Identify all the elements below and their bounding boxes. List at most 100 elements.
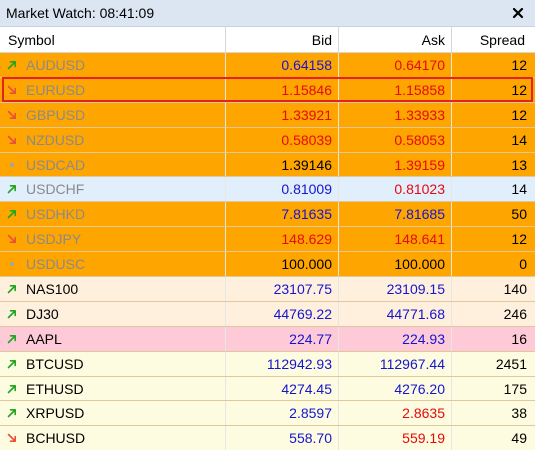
table-row-usdcad[interactable]: USDCAD 1.39146 1.39159 13 <box>0 152 535 178</box>
ask-cell: 0.58053 <box>339 127 452 152</box>
symbol-name: XRPUSD <box>26 405 85 422</box>
spread-cell: 175 <box>503 380 527 397</box>
window-title: Market Watch: 08:41:09 <box>6 5 155 21</box>
table-row-usdhkd[interactable]: USDHKD 7.81635 7.81685 50 <box>0 202 535 228</box>
symbol-name: EURUSD <box>26 81 86 98</box>
column-header-ask[interactable]: Ask <box>339 27 452 52</box>
symbol-cell: NZDUSD <box>0 127 226 152</box>
bid-cell: 23107.75 <box>226 277 339 301</box>
symbol-table-body: AUDUSD 0.64158 0.64170 12 EURUSD 1.15846 1.158… <box>0 53 535 450</box>
ask-cell: 1.33933 <box>339 102 452 127</box>
bid-cell: 558.70 <box>226 426 339 450</box>
symbol-name: USDUSC <box>26 256 86 273</box>
symbol-cell: USDCAD <box>0 152 226 177</box>
spread-cell: 140 <box>503 280 527 297</box>
column-header-spread[interactable]: Spread <box>479 31 525 48</box>
bid-cell: 1.33921 <box>226 102 339 127</box>
title-bar: Market Watch: 08:41:09 <box>0 0 535 27</box>
table-row-usdchf[interactable]: USDCHF 0.81009 0.81023 14 <box>0 177 535 203</box>
ask-cell: 224.93 <box>339 326 452 351</box>
table-row-nas100[interactable]: NAS100 23107.75 23109.15 140 <box>0 277 535 302</box>
symbol-name: BCHUSD <box>26 430 86 447</box>
table-row-gbpusd[interactable]: GBPUSD 1.33921 1.33933 12 <box>0 102 535 128</box>
close-button[interactable] <box>509 4 527 22</box>
column-header-bid[interactable]: Bid <box>226 27 339 52</box>
table-row-usdjpy[interactable]: USDJPY 148.629 148.641 12 <box>0 227 535 253</box>
bid-cell: 4274.45 <box>226 376 339 401</box>
spread-cell: 12 <box>511 56 527 73</box>
bid-cell: 100.000 <box>226 252 339 277</box>
bid-cell: 0.81009 <box>226 177 339 202</box>
bid-cell: 224.77 <box>226 326 339 351</box>
bid-cell: 112942.93 <box>226 351 339 376</box>
symbol-name: GBPUSD <box>26 106 86 123</box>
trend-neutral-dot-icon <box>6 159 18 171</box>
symbol-cell: NAS100 <box>0 277 226 301</box>
trend-up-arrow-icon <box>6 358 18 370</box>
table-row-usdusc[interactable]: USDUSC 100.000 100.000 0 <box>0 252 535 278</box>
symbol-cell: USDCHF <box>0 177 226 202</box>
spread-cell: 0 <box>519 256 527 273</box>
spread-cell: 50 <box>511 206 527 223</box>
table-row-btcusd[interactable]: BTCUSD 112942.93 112967.44 2451 <box>0 351 535 377</box>
spread-cell: 12 <box>511 81 527 98</box>
bid-cell: 44769.22 <box>226 301 339 326</box>
table-row-eurusd[interactable]: EURUSD 1.15846 1.15858 12 <box>0 76 535 103</box>
ask-cell: 1.39159 <box>339 152 452 177</box>
column-header-symbol[interactable]: Symbol <box>0 27 226 52</box>
symbol-cell: USDHKD <box>0 202 226 227</box>
spread-cell: 12 <box>511 106 527 123</box>
symbol-cell: USDJPY <box>0 227 226 252</box>
spread-cell: 16 <box>511 330 527 347</box>
trend-up-arrow-icon <box>6 383 18 395</box>
spread-cell: 49 <box>511 430 527 447</box>
ask-cell: 1.15858 <box>339 77 452 102</box>
symbol-name: NZDUSD <box>26 131 85 148</box>
ask-cell: 4276.20 <box>339 376 452 401</box>
trend-down-arrow-icon <box>6 134 18 146</box>
spread-cell: 14 <box>511 181 527 198</box>
ask-cell: 148.641 <box>339 227 452 252</box>
trend-down-arrow-icon <box>6 432 18 444</box>
spread-cell: 246 <box>503 305 527 322</box>
trend-down-arrow-icon <box>6 233 18 245</box>
symbol-name: BTCUSD <box>26 355 84 372</box>
symbol-cell: XRPUSD <box>0 401 226 426</box>
trend-down-arrow-icon <box>6 109 18 121</box>
table-row-aapl[interactable]: AAPL 224.77 224.93 16 <box>0 326 535 352</box>
symbol-cell: AAPL <box>0 326 226 351</box>
symbol-cell: BCHUSD <box>0 426 226 450</box>
table-row-audusd[interactable]: AUDUSD 0.64158 0.64170 12 <box>0 53 535 78</box>
table-row-ethusd[interactable]: ETHUSD 4274.45 4276.20 175 <box>0 376 535 402</box>
spread-cell: 12 <box>511 231 527 248</box>
trend-up-arrow-icon <box>6 183 18 195</box>
bid-cell: 1.15846 <box>226 77 339 102</box>
bid-cell: 148.629 <box>226 227 339 252</box>
bid-cell: 1.39146 <box>226 152 339 177</box>
table-row-xrpusd[interactable]: XRPUSD 2.8597 2.8635 38 <box>0 401 535 427</box>
symbol-name: USDJPY <box>26 231 82 248</box>
symbol-cell: BTCUSD <box>0 351 226 376</box>
trend-up-arrow-icon <box>6 333 18 345</box>
ask-cell: 23109.15 <box>339 277 452 301</box>
column-header-row: Symbol Bid Ask Spread <box>0 27 535 53</box>
table-row-dj30[interactable]: DJ30 44769.22 44771.68 246 <box>0 301 535 327</box>
symbol-cell: EURUSD <box>0 77 226 102</box>
table-row-nzdusd[interactable]: NZDUSD 0.58039 0.58053 14 <box>0 127 535 153</box>
bid-cell: 7.81635 <box>226 202 339 227</box>
symbol-name: USDCAD <box>26 156 86 173</box>
trend-up-arrow-icon <box>6 308 18 320</box>
symbol-cell: GBPUSD <box>0 102 226 127</box>
ask-cell: 44771.68 <box>339 301 452 326</box>
ask-cell: 100.000 <box>339 252 452 277</box>
table-row-bchusd[interactable]: BCHUSD 558.70 559.19 49 <box>0 426 535 450</box>
ask-cell: 7.81685 <box>339 202 452 227</box>
trend-up-arrow-icon <box>6 283 18 295</box>
symbol-name: ETHUSD <box>26 380 84 397</box>
trend-down-arrow-icon <box>6 84 18 96</box>
symbol-cell: AUDUSD <box>0 53 226 77</box>
symbol-name: USDHKD <box>26 206 86 223</box>
spread-cell: 14 <box>511 131 527 148</box>
symbol-cell: DJ30 <box>0 301 226 326</box>
